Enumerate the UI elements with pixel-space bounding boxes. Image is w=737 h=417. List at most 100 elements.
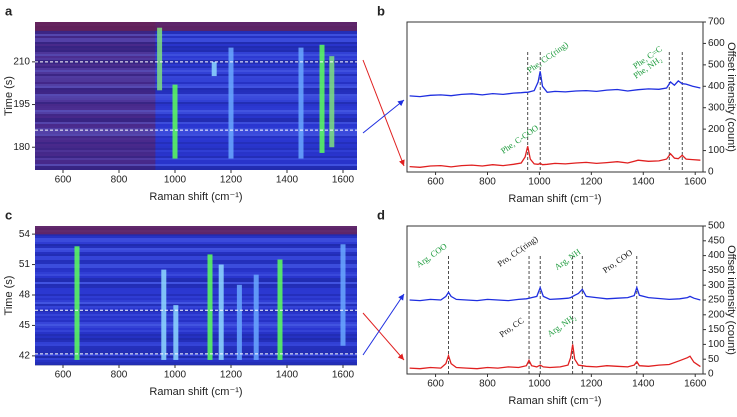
heatmap-texture — [35, 264, 357, 266]
heatmap-texture — [35, 144, 357, 146]
heatmap-top — [35, 226, 357, 235]
x-tick-label: 1000 — [528, 177, 551, 188]
streak — [218, 264, 224, 360]
x-axis-label: Raman shift (cm⁻¹) — [149, 191, 242, 203]
heatmap-texture — [35, 152, 357, 154]
heatmap-texture — [35, 344, 357, 346]
x-axis-label: Raman shift (cm⁻¹) — [508, 193, 601, 205]
heatmap-texture — [35, 336, 357, 338]
heatmap-texture — [35, 98, 357, 100]
annotation: Pro, CC(ring) — [495, 234, 539, 269]
heatmap-texture — [35, 266, 357, 268]
heatmap-texture — [35, 74, 357, 76]
annotation: Pro, COO — [601, 247, 635, 275]
x-tick-label: 800 — [479, 379, 496, 390]
heatmap-texture — [35, 314, 357, 316]
heatmap-texture — [35, 346, 357, 348]
x-tick-label: 1600 — [332, 175, 355, 186]
heatmap-texture — [35, 118, 357, 120]
y-tick-label: 100 — [708, 339, 725, 350]
heatmap-texture — [35, 164, 357, 166]
heatmap-texture — [35, 308, 357, 310]
y-tick-label: 200 — [708, 124, 725, 135]
heatmap-texture — [35, 46, 357, 48]
streak — [173, 305, 179, 360]
x-tick-label: 1400 — [276, 370, 299, 381]
heatmap-texture — [35, 108, 357, 110]
heatmap-texture — [35, 110, 357, 112]
y-tick-label: 500 — [708, 59, 725, 70]
heatmap-texture — [35, 158, 357, 160]
panel: d 0 50 100 150 200 250 300 350 400 450 500 Offset in… — [377, 207, 737, 406]
heatmap-texture — [35, 234, 357, 236]
y-tick-label: 50 — [708, 354, 720, 365]
panel-label: c — [5, 207, 12, 222]
heatmap-texture — [35, 122, 357, 124]
heatmap-texture — [35, 160, 357, 162]
streak — [74, 246, 80, 360]
heatmap-texture — [35, 350, 357, 352]
heatmap-texture — [35, 154, 357, 156]
y-tick-label: 100 — [708, 145, 725, 156]
heatmap-texture — [35, 320, 357, 322]
heatmap-texture — [35, 356, 357, 358]
heatmap-texture — [35, 38, 357, 40]
x-tick-label: 1400 — [632, 379, 655, 390]
heatmap-texture — [35, 124, 357, 126]
heatmap-texture — [35, 248, 357, 250]
y-tick-label: 42 — [19, 351, 31, 362]
heatmap-texture — [35, 254, 357, 256]
heatmap-texture — [35, 362, 357, 364]
heatmap-texture — [35, 148, 357, 150]
heatmap-texture — [35, 328, 357, 330]
heatmap-texture — [35, 86, 357, 88]
heatmap-texture — [35, 120, 357, 122]
heatmap-texture — [35, 278, 357, 280]
heatmap-texture — [35, 258, 357, 260]
plot-frame — [406, 21, 704, 173]
x-tick-label: 1000 — [164, 370, 187, 381]
plot-frame — [406, 225, 704, 375]
heatmap-texture — [35, 140, 357, 142]
heatmap-texture — [35, 126, 357, 128]
heatmap-texture — [35, 280, 357, 282]
x-tick-label: 600 — [427, 379, 444, 390]
y-tick-label: 250 — [708, 295, 725, 306]
series-line — [409, 146, 701, 168]
heatmap-texture — [35, 50, 357, 52]
arrows — [362, 59, 405, 361]
heatmap-texture — [35, 36, 357, 38]
heatmap-texture — [35, 78, 357, 80]
streak — [161, 269, 167, 360]
heatmap-texture — [35, 272, 357, 274]
x-axis-label: Raman shift (cm⁻¹) — [508, 395, 601, 407]
y-tick-label: 400 — [708, 81, 725, 92]
y-tick-label: 0 — [708, 167, 714, 178]
heatmap-texture — [35, 294, 357, 296]
heatmap-texture — [35, 286, 357, 288]
streak — [228, 47, 234, 159]
heatmap-texture — [35, 304, 357, 306]
heatmap-texture — [35, 32, 357, 34]
panel-label: d — [377, 207, 385, 222]
heatmap-texture — [35, 162, 357, 164]
heatmap-texture — [35, 70, 357, 72]
heatmap-texture — [35, 236, 357, 238]
annotation: Arg, COO — [414, 241, 449, 269]
heatmap-texture — [35, 276, 357, 278]
heatmap-texture — [35, 358, 357, 360]
y-tick-label: 300 — [708, 280, 725, 291]
streak — [298, 47, 304, 159]
heatmap-texture — [35, 238, 357, 240]
heatmap-texture — [35, 92, 357, 94]
heatmap-texture — [35, 60, 357, 62]
y-tick-label: 51 — [19, 259, 31, 270]
heatmap-texture — [35, 348, 357, 350]
heatmap-texture — [35, 130, 357, 132]
heatmap-bg — [35, 226, 357, 365]
y-tick-label: 300 — [708, 102, 725, 113]
annotation: Arg, NH₂ — [545, 312, 577, 339]
heatmap-texture — [35, 104, 357, 106]
heatmap-texture — [35, 134, 357, 136]
